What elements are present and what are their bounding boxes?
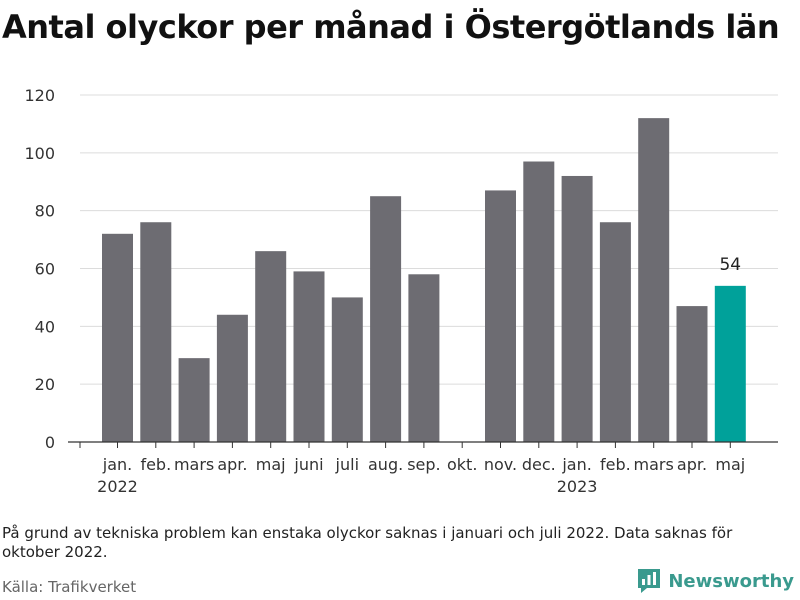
chart-title: Antal olyckor per månad i Östergötlands …	[2, 8, 780, 46]
y-tick-label: 100	[24, 144, 55, 163]
x-tick-label: juni	[293, 455, 323, 474]
x-tick-label: dec.	[522, 455, 556, 474]
x-year-label: 2022	[97, 477, 138, 496]
bar	[255, 251, 287, 442]
y-tick-label: 60	[35, 260, 55, 279]
bar	[293, 271, 325, 442]
x-tick-label: aug.	[368, 455, 403, 474]
bar-highlight	[714, 285, 746, 442]
x-tick-label: nov.	[484, 455, 517, 474]
bar	[178, 358, 210, 442]
brand-name: Newsworthy	[668, 570, 794, 592]
y-tick-label: 80	[35, 202, 55, 221]
source-text: Källa: Trafikverket	[2, 578, 137, 596]
y-tick-label: 0	[45, 433, 55, 452]
x-tick-label: maj	[715, 455, 745, 474]
bar	[408, 274, 440, 442]
bar	[638, 118, 670, 442]
newsworthy-logo-icon	[638, 569, 661, 593]
x-tick-label: juli	[335, 455, 359, 474]
x-tick-label: okt.	[447, 455, 477, 474]
footnote: På grund av tekniska problem kan enstaka…	[2, 524, 733, 561]
bar	[331, 297, 363, 442]
data-label: 54	[719, 255, 741, 275]
x-tick-label: feb.	[600, 455, 631, 474]
bar	[676, 306, 708, 442]
bar	[216, 314, 248, 442]
x-tick-label: maj	[256, 455, 286, 474]
x-tick-label: apr.	[677, 455, 707, 474]
y-tick-label: 40	[35, 317, 55, 336]
x-axis	[68, 441, 778, 448]
x-tick-label: jan.	[561, 455, 591, 474]
x-tick-label: feb.	[140, 455, 171, 474]
newsworthy-logo[interactable]: Newsworthy	[637, 568, 794, 594]
bar	[370, 196, 402, 442]
x-tick-label: jan.	[102, 455, 132, 474]
bars	[102, 118, 746, 442]
bar	[140, 222, 172, 442]
x-year-label: 2023	[557, 477, 598, 496]
y-tick-label: 20	[35, 375, 55, 394]
x-tick-label: sep.	[407, 455, 440, 474]
x-tick-label: mars	[174, 455, 214, 474]
bar	[561, 175, 593, 442]
bar	[523, 161, 555, 442]
x-tick-label: mars	[634, 455, 674, 474]
y-tick-label: 120	[24, 86, 55, 105]
bar	[102, 233, 133, 442]
bar	[485, 190, 516, 442]
x-tick-label: apr.	[217, 455, 247, 474]
bar	[599, 222, 631, 442]
